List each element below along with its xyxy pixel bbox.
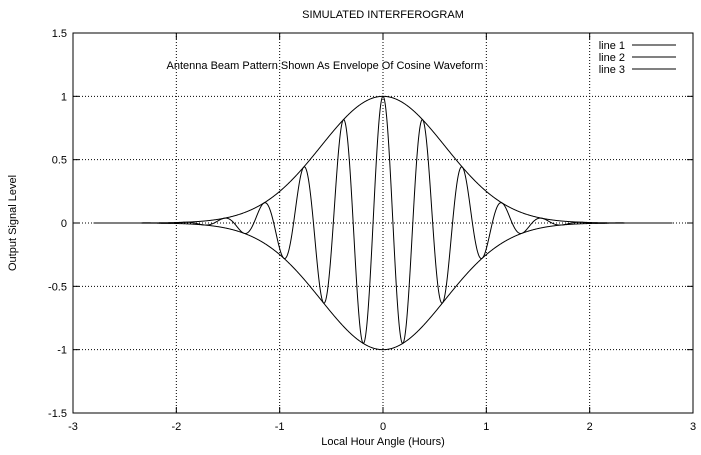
y-tick-label: -1 — [57, 345, 67, 357]
x-tick-label: -2 — [171, 421, 181, 433]
x-tick-label: 2 — [587, 421, 593, 433]
axis-ticks: -3 -2 -1 0 1 2 3 -1.5 -1 -0.5 0 0.5 1 1.5 — [48, 28, 696, 433]
y-tick-label: -1.5 — [48, 408, 67, 420]
y-tick-label: 0 — [61, 218, 67, 230]
x-tick-label: 0 — [380, 421, 386, 433]
x-tick-label: 3 — [690, 421, 696, 433]
y-tick-label: 1.5 — [52, 28, 67, 40]
series-line-3 — [93, 222, 673, 351]
y-axis-label: Output Signal Level — [7, 175, 19, 271]
x-tick-label: -1 — [275, 421, 285, 433]
chart-annotation: Antenna Beam Pattern Shown As Envelope O… — [167, 60, 484, 72]
chart-title: SIMULATED INTERFEROGRAM — [302, 9, 464, 21]
legend-label-line-3: line 3 — [599, 64, 625, 76]
y-tick-label: 1 — [61, 91, 67, 103]
legend: line 1 line 2 line 3 — [599, 40, 676, 76]
series-line-2 — [93, 95, 673, 224]
y-tick-label: -0.5 — [48, 281, 67, 293]
x-axis-label: Local Hour Angle (Hours) — [321, 436, 445, 448]
legend-label-line-2: line 2 — [599, 52, 625, 64]
x-tick-label: -3 — [68, 421, 78, 433]
y-tick-label: 0.5 — [52, 155, 67, 167]
plot-curves — [93, 95, 673, 351]
x-tick-label: 1 — [483, 421, 489, 433]
legend-label-line-1: line 1 — [599, 40, 625, 52]
